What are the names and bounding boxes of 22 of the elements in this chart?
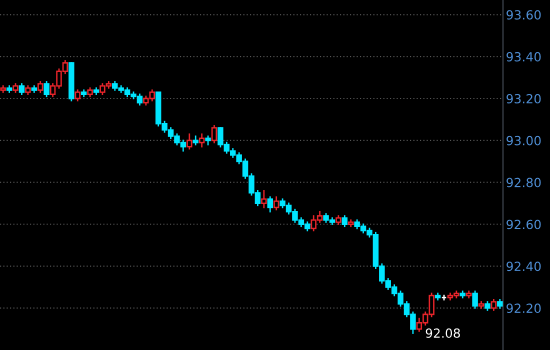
candlestick [490,299,497,311]
candlestick [267,196,273,212]
candlestick [261,190,267,208]
y-tick-label: 93.60 [506,10,541,20]
y-tick-label: 93.20 [506,94,541,104]
y-tick-label: 92.20 [506,304,541,314]
y-tick-label: 92.60 [506,220,541,230]
y-tick-label: 93.40 [506,52,541,62]
y-tick-label: 92.80 [506,178,541,188]
candlestick [74,89,80,102]
candlestick [273,196,280,210]
annotation: 92.08 [426,328,460,338]
candlestick [18,83,25,96]
y-tick-label: 92.40 [506,262,541,272]
candlestick [211,125,218,144]
candlestick [342,215,348,228]
candlestick [37,81,44,93]
candlestick [198,133,205,148]
candlestick [44,81,50,98]
candlestick [472,290,478,309]
y-tick-label: 93.00 [506,136,541,146]
candlestick [186,133,192,150]
